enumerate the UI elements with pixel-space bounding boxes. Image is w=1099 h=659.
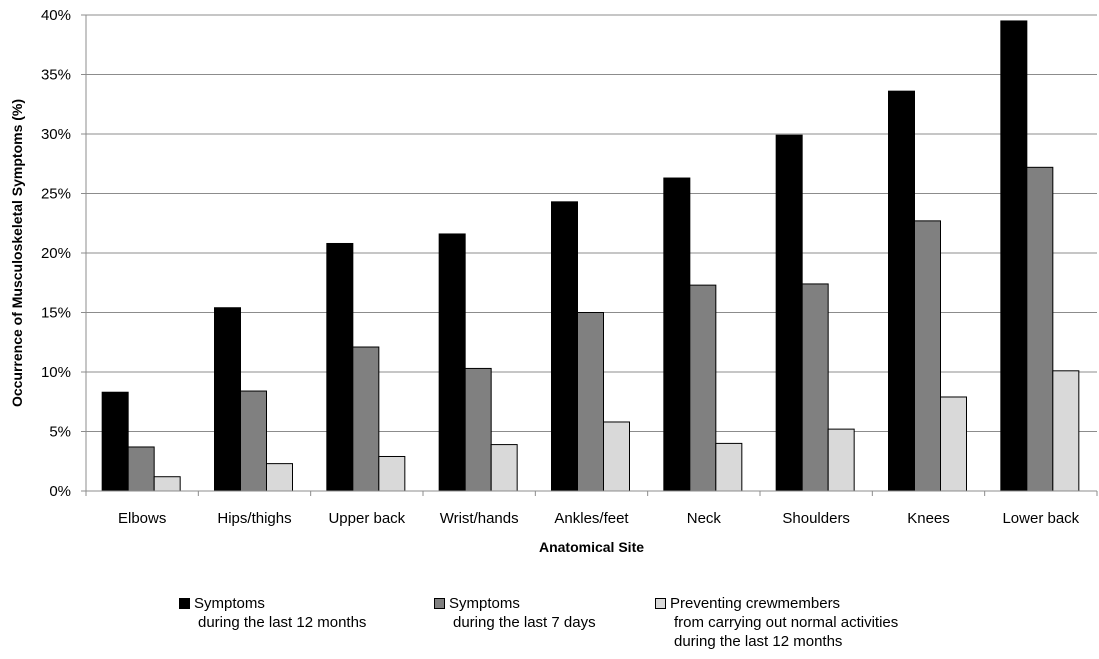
bars (101, 20, 1080, 492)
bar-wrist-hands-series-3 (490, 444, 518, 492)
y-tick-label: 20% (41, 245, 71, 262)
y-tick-label: 40% (41, 7, 71, 24)
legend-item-series-1: Symptoms during the last 12 months (179, 594, 366, 632)
x-category-label: Neck (687, 510, 722, 527)
y-axis-title: Occurrence of Musculoskeletal Symptoms (… (9, 99, 25, 407)
x-axis (85, 490, 1098, 496)
legend-label: Preventing crewmembers from carrying out … (670, 594, 898, 651)
legend: Symptoms during the last 12 months Symptom… (0, 594, 1099, 659)
bar-knees-series-1 (888, 90, 915, 492)
bar-hips-thighs-series-2 (240, 390, 267, 492)
legend-label: Symptoms during the last 7 days (449, 594, 596, 632)
bar-lower-back-series-3 (1052, 370, 1080, 492)
bar-shoulders-series-3 (827, 428, 855, 492)
legend-label-line: Symptoms (194, 595, 265, 612)
bar-upper-back-series-1 (326, 242, 354, 492)
bar-hips-thighs-series-3 (266, 463, 293, 492)
legend-label-line: Preventing crewmembers (670, 595, 841, 612)
bar-ankles-feet-series-1 (551, 201, 578, 492)
legend-label: Symptoms during the last 12 months (194, 594, 366, 632)
bar-shoulders-series-1 (775, 134, 803, 492)
legend-item-series-2: Symptoms during the last 7 days (434, 594, 596, 632)
y-tick-label: 10% (41, 364, 71, 381)
bar-wrist-hands-series-2 (464, 367, 492, 492)
legend-swatch (179, 598, 190, 609)
bar-hips-thighs-series-1 (214, 307, 241, 492)
bar-chart: 0% 5% 10% 15% 20% 25% 30% 35% 40% Elbows Hips/thi… (9, 7, 1098, 555)
y-tick-label: 30% (41, 126, 71, 143)
legend-swatch (434, 598, 445, 609)
legend-label-line: during the last 7 days (453, 614, 596, 631)
x-category-label: Ankles/feet (554, 510, 629, 527)
bar-elbows-series-1 (101, 391, 129, 492)
bar-knees-series-2 (914, 220, 941, 492)
bar-upper-back-series-3 (378, 455, 406, 492)
y-tick-label: 35% (41, 67, 71, 84)
legend-label-line: during the last 12 months (198, 614, 367, 631)
y-tick-label: 0% (49, 483, 71, 500)
bar-wrist-hands-series-1 (438, 233, 466, 492)
y-tick-label: 5% (49, 424, 71, 441)
legend-label-line: Symptoms (449, 595, 520, 612)
bar-neck-series-3 (715, 442, 743, 492)
x-category-label: Elbows (118, 510, 166, 527)
legend-swatch (655, 598, 666, 609)
legend-label-line: during the last 12 months (674, 633, 843, 650)
bar-lower-back-series-2 (1026, 166, 1054, 492)
bar-elbows-series-2 (127, 446, 155, 492)
bar-ankles-feet-series-2 (577, 312, 604, 492)
y-tick-label: 25% (41, 186, 71, 203)
bar-ankles-feet-series-3 (603, 421, 630, 492)
legend-label-line: from carrying out normal activities (674, 614, 899, 631)
legend-item-series-3: Preventing crewmembers from carrying out … (655, 594, 898, 651)
y-axis-ticks: 0% 5% 10% 15% 20% 25% 30% 35% 40% (41, 7, 87, 500)
bar-lower-back-series-1 (1000, 20, 1028, 492)
bar-neck-series-2 (689, 284, 717, 492)
bar-neck-series-1 (663, 177, 691, 492)
bar-upper-back-series-2 (352, 346, 380, 492)
x-category-label: Shoulders (782, 510, 850, 527)
x-category-label: Lower back (1002, 510, 1079, 527)
bar-elbows-series-3 (153, 476, 181, 492)
x-category-label: Hips/thighs (217, 510, 291, 527)
x-category-label: Knees (907, 510, 950, 527)
bar-shoulders-series-2 (801, 283, 829, 492)
x-axis-categories: Elbows Hips/thighs Upper back Wrist/hands An… (118, 510, 1080, 527)
x-category-label: Upper back (328, 510, 405, 527)
bar-knees-series-3 (940, 396, 967, 492)
x-axis-title: Anatomical Site (539, 539, 644, 555)
x-category-label: Wrist/hands (440, 510, 519, 527)
y-tick-label: 15% (41, 305, 71, 322)
